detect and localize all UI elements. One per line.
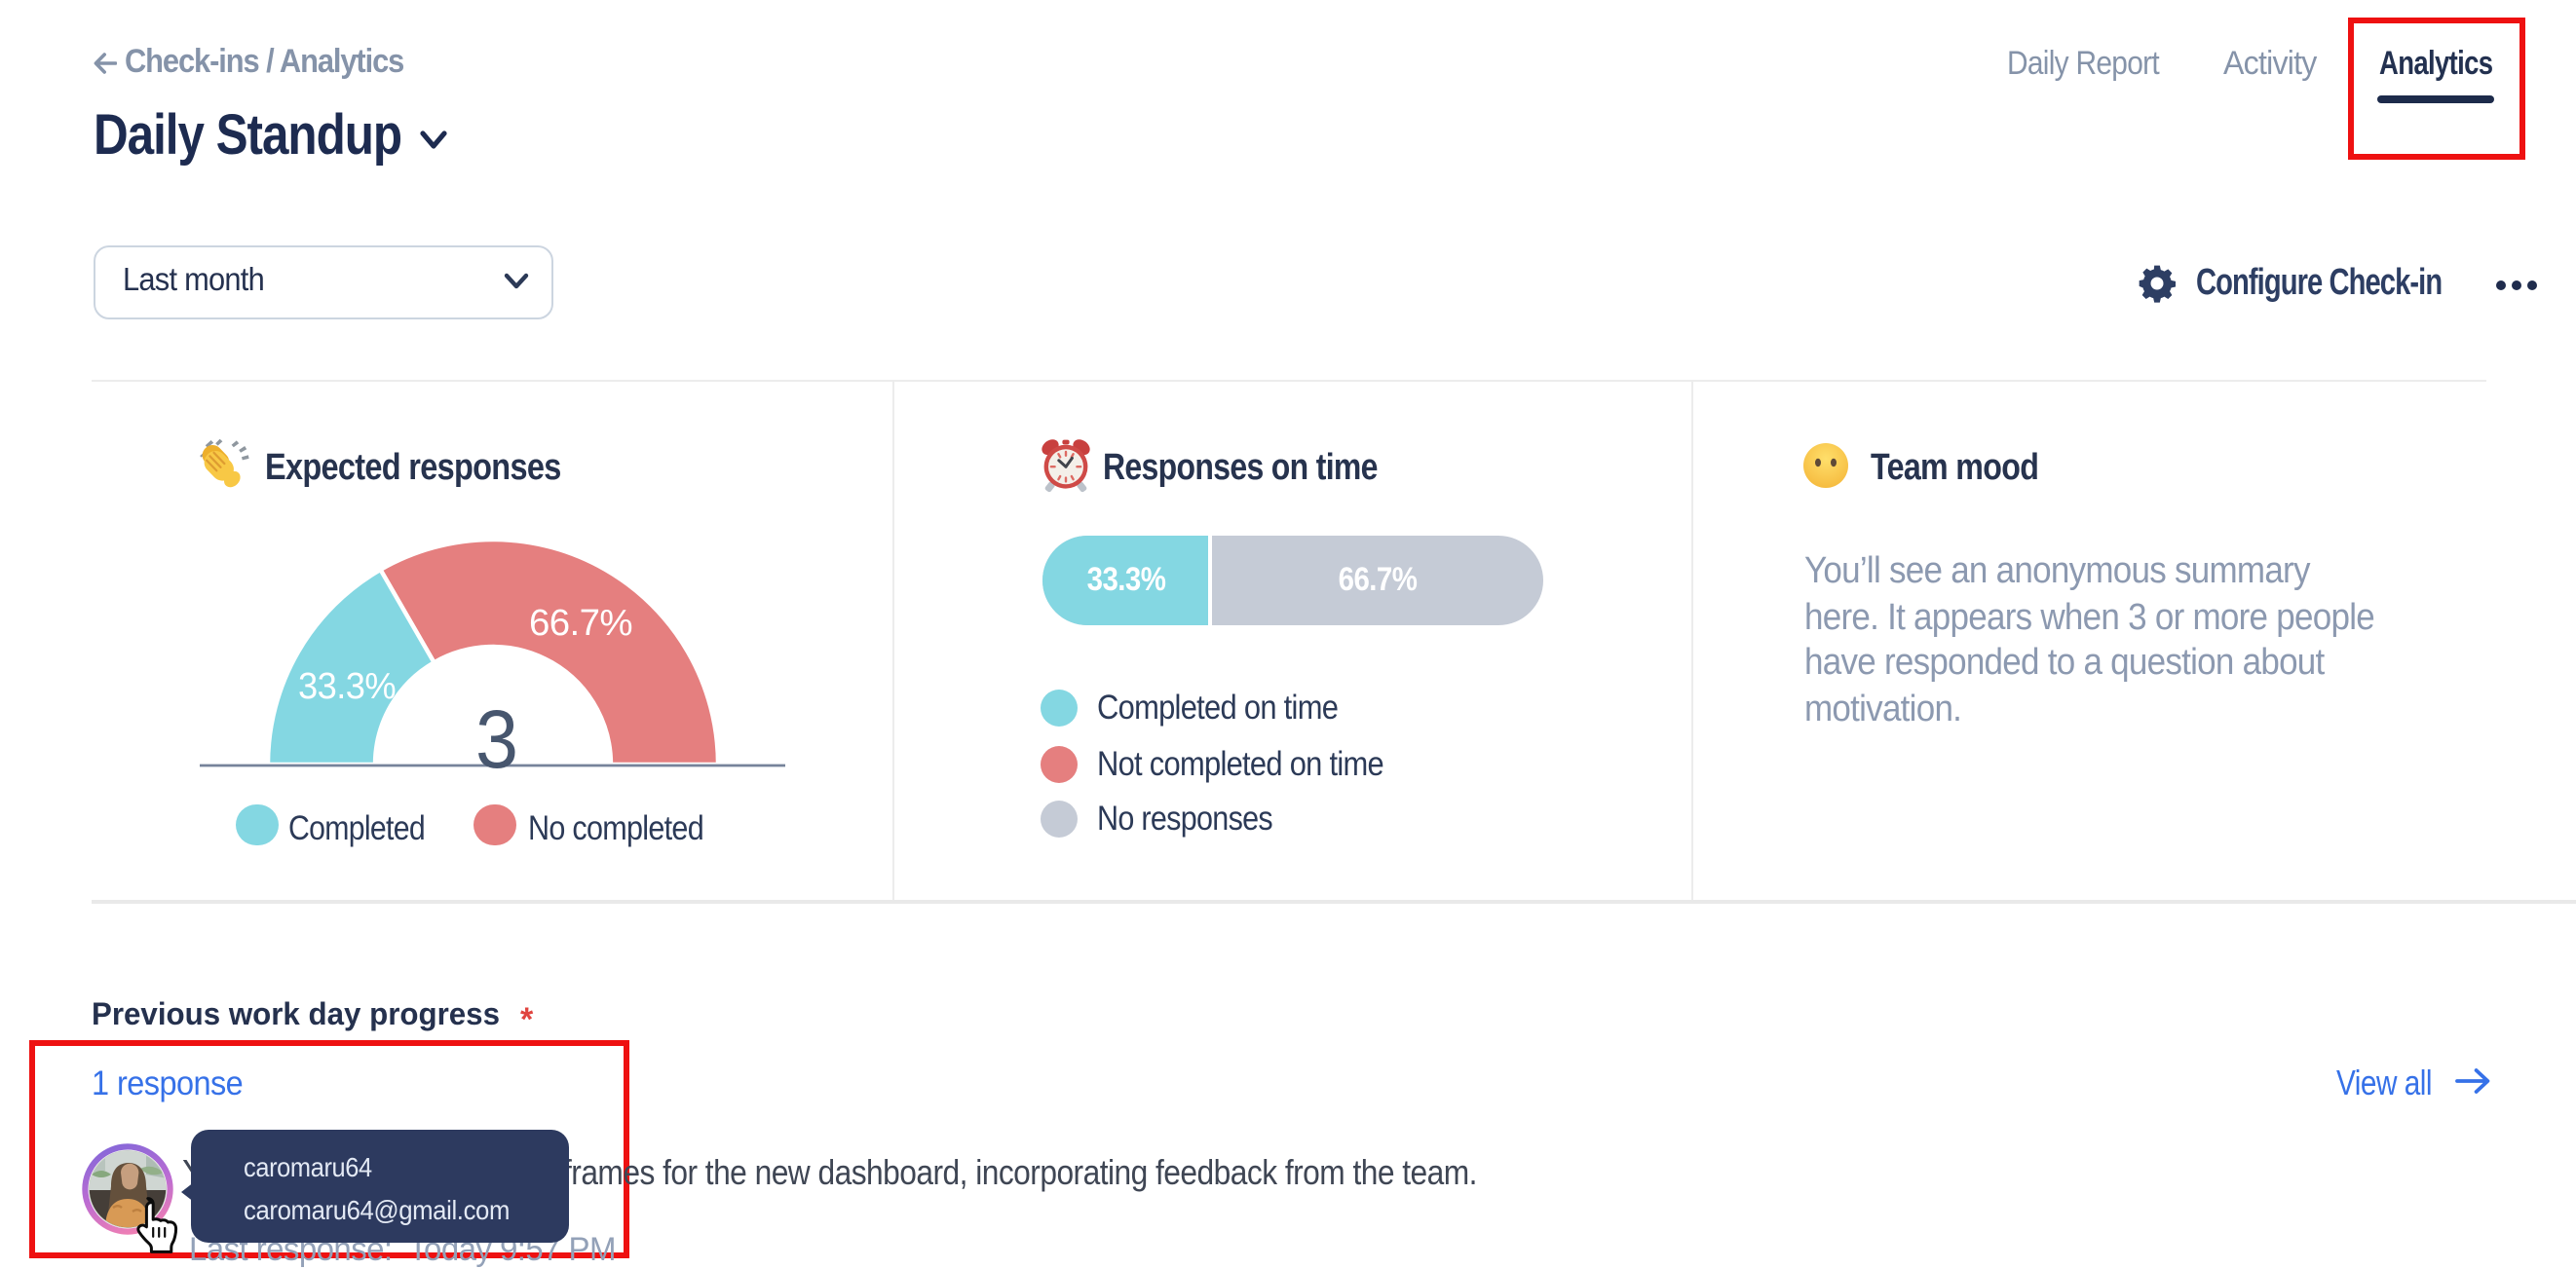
- svg-text:66.7%: 66.7%: [529, 603, 632, 644]
- svg-text:3: 3: [475, 693, 518, 779]
- svg-text:33.3%: 33.3%: [298, 666, 396, 707]
